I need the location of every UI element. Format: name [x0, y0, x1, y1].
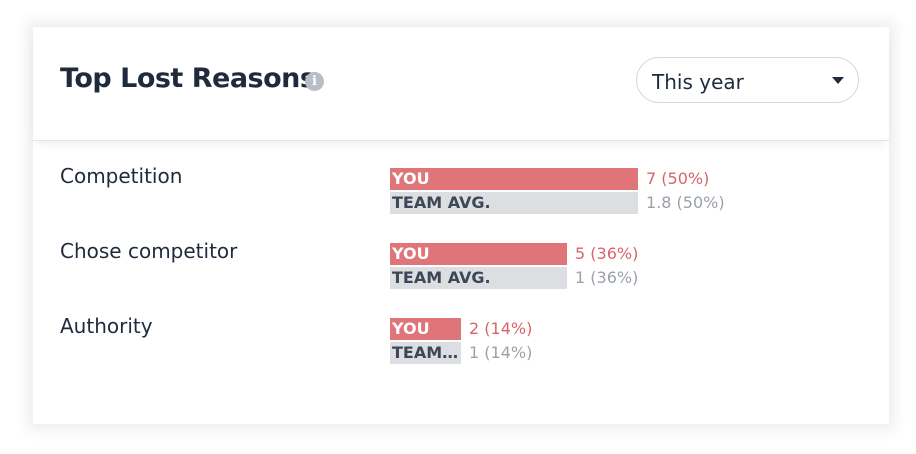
you-value: 2 (14%)	[469, 319, 533, 338]
team-avg-value: 1 (36%)	[575, 268, 639, 287]
card-title: Top Lost Reasons	[60, 63, 316, 94]
you-bar: YOU	[390, 243, 567, 265]
team-avg-bar: TEAM AVG.	[390, 267, 567, 289]
reason-label: Chose competitor	[60, 239, 238, 263]
you-value: 5 (36%)	[575, 244, 639, 263]
chevron-down-icon	[832, 77, 844, 84]
team-avg-value: 1.8 (50%)	[646, 193, 725, 212]
reason-label: Competition	[60, 164, 183, 188]
period-select-value: This year	[652, 70, 744, 94]
top-lost-reasons-card: Top Lost Reasons i This year Competition…	[33, 27, 889, 424]
you-bar: YOU	[390, 168, 638, 190]
you-value: 7 (50%)	[646, 169, 710, 188]
card-header: Top Lost Reasons i This year	[33, 27, 889, 141]
you-bar: YOU	[390, 318, 461, 340]
team-avg-bar: TEAM AVG.	[390, 342, 461, 364]
info-icon[interactable]: i	[305, 72, 324, 91]
team-avg-value: 1 (14%)	[469, 343, 533, 362]
reason-label: Authority	[60, 314, 153, 338]
team-avg-bar: TEAM AVG.	[390, 192, 638, 214]
period-select[interactable]: This year	[636, 57, 859, 103]
